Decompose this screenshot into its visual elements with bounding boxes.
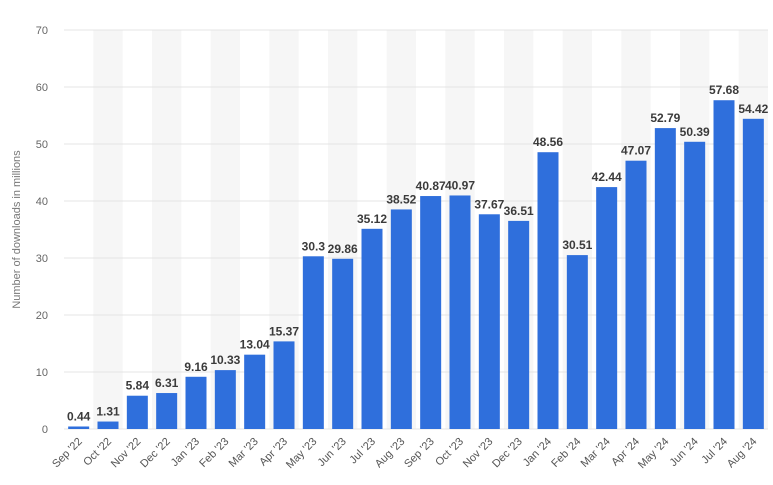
x-tick-label: Mar '24: [579, 436, 613, 470]
y-tick-label: 50: [36, 139, 48, 151]
y-tick-label: 30: [36, 253, 48, 265]
x-tick-label: Dec '22: [138, 436, 173, 471]
bar: [97, 421, 119, 429]
data-label: 40.87: [416, 179, 446, 193]
data-label: 40.97: [445, 178, 475, 192]
data-label: 5.84: [126, 379, 150, 393]
x-tick-label: Oct '23: [433, 436, 466, 469]
data-label: 29.86: [328, 242, 358, 256]
data-label: 15.37: [269, 324, 299, 338]
y-tick-label: 40: [36, 196, 48, 208]
x-tick-label: Sep '23: [402, 436, 437, 471]
background-band: [93, 30, 123, 429]
x-tick-label: Dec '23: [490, 436, 525, 471]
data-label: 37.67: [474, 197, 504, 211]
data-label: 50.39: [680, 125, 710, 139]
data-label: 42.44: [592, 170, 622, 184]
x-tick-label: Nov '22: [109, 436, 144, 471]
x-tick-label: Feb '23: [197, 436, 231, 470]
data-label: 36.51: [504, 204, 534, 218]
bar: [302, 256, 324, 429]
data-label: 10.33: [210, 353, 240, 367]
bar: [742, 118, 764, 429]
bar: [566, 255, 588, 429]
bar: [654, 128, 676, 430]
bar: [68, 426, 90, 429]
bar: [478, 214, 500, 429]
data-label: 48.56: [533, 135, 563, 149]
y-axis-ticks: 0 10 20 30 40 50 60 70: [36, 25, 48, 436]
x-tick-label: Jun '23: [315, 436, 348, 469]
x-tick-label: Oct '22: [81, 436, 114, 469]
data-label: 1.31: [96, 405, 120, 419]
bar: [361, 228, 383, 429]
bar: [420, 196, 442, 429]
background-band: [152, 30, 182, 429]
data-label: 52.79: [650, 111, 680, 125]
bar: [684, 141, 706, 430]
bar: [273, 341, 295, 429]
data-label: 13.04: [240, 338, 270, 352]
data-label: 35.12: [357, 212, 387, 226]
bar: [625, 160, 647, 430]
x-tick-label: Sep '22: [50, 436, 85, 471]
bar: [214, 370, 236, 429]
data-label: 38.52: [386, 192, 416, 206]
x-tick-label: May '23: [284, 436, 319, 471]
bar: [390, 209, 412, 429]
x-tick-label: Aug '24: [725, 436, 760, 471]
bar: [449, 195, 471, 429]
y-tick-label: 10: [36, 367, 48, 379]
bar: [508, 220, 530, 429]
data-label: 47.07: [621, 144, 651, 158]
y-tick-label: 60: [36, 82, 48, 94]
bar: [126, 395, 148, 429]
bar: [185, 376, 207, 429]
bar: [713, 100, 735, 429]
bar: [244, 354, 266, 429]
data-label: 57.68: [709, 83, 739, 97]
data-label: 9.16: [184, 360, 208, 374]
x-tick-label: Jan '24: [521, 436, 554, 469]
y-tick-label: 0: [42, 424, 48, 436]
bar: [596, 187, 618, 429]
x-tick-label: Feb '24: [549, 436, 583, 470]
data-label: 30.3: [302, 239, 326, 253]
bar: [332, 258, 354, 429]
gridlines: [64, 29, 768, 430]
bars: [68, 100, 764, 430]
data-label: 30.51: [562, 238, 592, 252]
data-label: 6.31: [155, 376, 179, 390]
background-band: [210, 30, 240, 429]
data-label: 54.42: [738, 102, 768, 116]
x-tick-label: May '24: [636, 436, 671, 471]
data-label: 0.44: [67, 409, 91, 423]
x-tick-label: Nov '23: [461, 436, 496, 471]
x-tick-label: Aug '23: [373, 436, 408, 471]
x-tick-label: Jun '24: [667, 436, 700, 469]
y-tick-label: 20: [36, 310, 48, 322]
bar: [537, 152, 559, 429]
x-tick-label: Jan '23: [169, 436, 202, 469]
y-axis-label: Number of downloads in millions: [11, 150, 23, 309]
bar: [156, 393, 178, 429]
y-tick-label: 70: [36, 25, 48, 37]
x-tick-label: Mar '23: [227, 436, 261, 470]
